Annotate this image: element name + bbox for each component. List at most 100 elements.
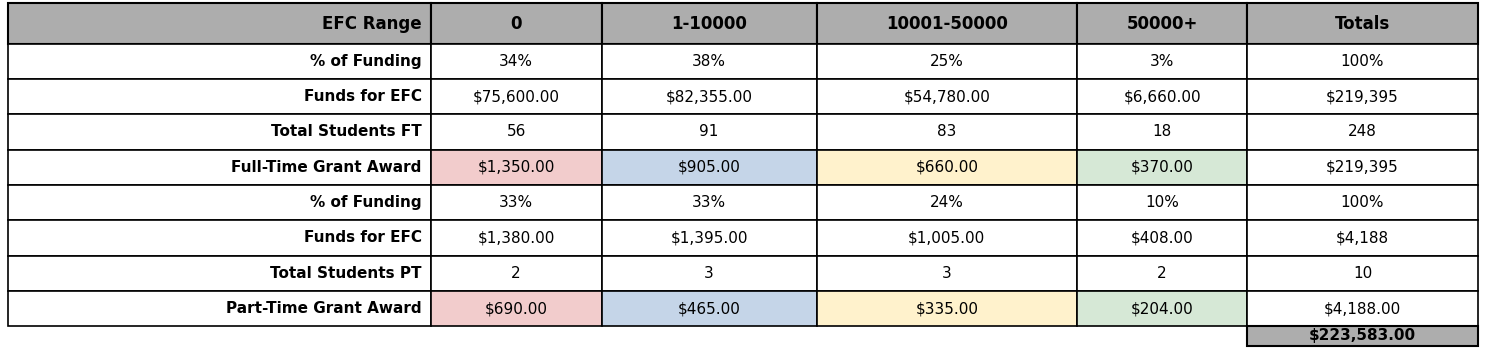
Text: 56: 56 <box>507 125 526 140</box>
Bar <box>8 185 430 220</box>
Text: % of Funding: % of Funding <box>310 195 422 210</box>
Text: $690.00: $690.00 <box>484 301 548 316</box>
Bar <box>602 3 818 44</box>
Bar <box>818 114 1077 150</box>
Bar <box>602 150 818 185</box>
Text: Full-Time Grant Award: Full-Time Grant Award <box>231 160 422 175</box>
Bar <box>602 114 818 150</box>
Bar <box>818 291 1077 326</box>
Bar <box>430 3 602 44</box>
Bar <box>8 150 430 185</box>
Bar <box>818 185 1077 220</box>
Bar <box>818 255 1077 291</box>
Bar <box>430 185 602 220</box>
Bar <box>1248 3 1478 44</box>
Bar <box>818 220 1077 255</box>
Text: 25%: 25% <box>930 54 963 69</box>
Text: 33%: 33% <box>500 195 532 210</box>
Bar <box>1248 185 1478 220</box>
Bar <box>818 3 1077 44</box>
Bar <box>430 255 602 291</box>
Text: $54,780.00: $54,780.00 <box>903 89 990 104</box>
Bar <box>430 79 602 114</box>
Bar <box>430 291 602 326</box>
Bar <box>1248 114 1478 150</box>
Text: 3: 3 <box>705 266 714 281</box>
Bar <box>602 79 818 114</box>
Bar <box>818 79 1077 114</box>
Text: 0: 0 <box>510 15 522 32</box>
Text: 10%: 10% <box>1144 195 1179 210</box>
Bar <box>1077 3 1248 44</box>
Bar <box>1248 220 1478 255</box>
Bar <box>1077 79 1248 114</box>
Bar <box>430 150 602 185</box>
Bar <box>602 44 818 79</box>
Bar <box>1077 44 1248 79</box>
Bar <box>602 255 818 291</box>
Text: $905.00: $905.00 <box>678 160 741 175</box>
Bar <box>1077 150 1248 185</box>
Bar <box>430 44 602 79</box>
Bar <box>1077 220 1248 255</box>
Bar <box>1077 114 1248 150</box>
Bar <box>818 44 1077 79</box>
Bar <box>8 114 430 150</box>
Text: $660.00: $660.00 <box>915 160 978 175</box>
Text: $1,380.00: $1,380.00 <box>477 230 555 245</box>
Bar <box>8 255 430 291</box>
Text: $370.00: $370.00 <box>1131 160 1194 175</box>
Bar <box>1248 150 1478 185</box>
Text: 18: 18 <box>1152 125 1172 140</box>
Text: 50000+: 50000+ <box>1126 15 1198 32</box>
Text: 91: 91 <box>699 125 718 140</box>
Text: 33%: 33% <box>692 195 726 210</box>
Bar <box>8 291 430 326</box>
Text: 10: 10 <box>1353 266 1372 281</box>
Bar <box>8 79 430 114</box>
Bar <box>1077 185 1248 220</box>
Text: 2: 2 <box>512 266 520 281</box>
Text: EFC Range: EFC Range <box>322 15 422 32</box>
Text: Funds for EFC: Funds for EFC <box>303 89 422 104</box>
Bar <box>430 220 602 255</box>
Text: 34%: 34% <box>500 54 532 69</box>
Bar <box>1248 79 1478 114</box>
Text: Totals: Totals <box>1335 15 1390 32</box>
Text: 1-10000: 1-10000 <box>670 15 747 32</box>
Bar <box>1077 291 1248 326</box>
Text: Total Students PT: Total Students PT <box>270 266 422 281</box>
Text: Part-Time Grant Award: Part-Time Grant Award <box>226 301 422 316</box>
Text: 38%: 38% <box>692 54 726 69</box>
Bar <box>602 185 818 220</box>
Text: $204.00: $204.00 <box>1131 301 1194 316</box>
Text: 3%: 3% <box>1150 54 1174 69</box>
Text: 83: 83 <box>938 125 957 140</box>
Bar <box>8 220 430 255</box>
Bar <box>1248 255 1478 291</box>
Text: $219,395: $219,395 <box>1326 160 1400 175</box>
Text: % of Funding: % of Funding <box>310 54 422 69</box>
Text: 2: 2 <box>1158 266 1167 281</box>
Text: $408.00: $408.00 <box>1131 230 1194 245</box>
Bar <box>1248 44 1478 79</box>
Text: 24%: 24% <box>930 195 963 210</box>
Text: $335.00: $335.00 <box>915 301 978 316</box>
Text: $82,355.00: $82,355.00 <box>666 89 753 104</box>
Text: 10001-50000: 10001-50000 <box>886 15 1008 32</box>
Text: $4,188.00: $4,188.00 <box>1324 301 1401 316</box>
Text: $465.00: $465.00 <box>678 301 741 316</box>
Bar <box>8 3 430 44</box>
Bar <box>8 44 430 79</box>
Bar <box>602 220 818 255</box>
Text: $75,600.00: $75,600.00 <box>472 89 560 104</box>
Bar <box>1077 255 1248 291</box>
Bar <box>1248 326 1478 346</box>
Text: Total Students FT: Total Students FT <box>272 125 422 140</box>
Text: $1,395.00: $1,395.00 <box>670 230 748 245</box>
Text: $223,583.00: $223,583.00 <box>1310 328 1416 343</box>
Text: $4,188: $4,188 <box>1336 230 1389 245</box>
Bar <box>1248 291 1478 326</box>
Text: 248: 248 <box>1348 125 1377 140</box>
Bar <box>430 114 602 150</box>
